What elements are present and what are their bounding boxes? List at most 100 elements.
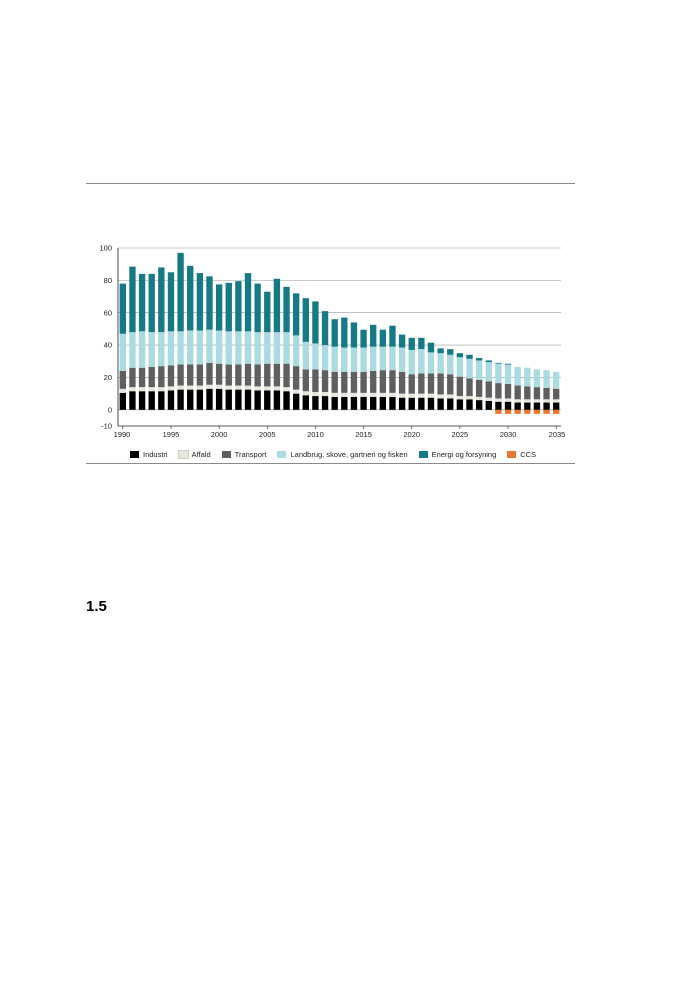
bar-segment-energi-og-forsyning-2028: [485, 360, 492, 363]
bar-segment-industri-2035: [553, 402, 560, 410]
bar-segment-energi-og-forsyning-2008: [292, 293, 300, 336]
bar-segment-industri-2009: [302, 395, 309, 410]
bar-segment-transport-2013: [341, 371, 348, 393]
legend-swatch: [418, 451, 428, 458]
bar-segment-landbrug-skove-gartneri-og-fiskeri-2018: [389, 346, 396, 371]
bar-segment-transport-2020: [408, 374, 415, 394]
bar-segment-industri-2029: [495, 401, 502, 410]
bar-segment-affald-2001: [225, 385, 232, 390]
bar-segment-affald-2020: [408, 393, 415, 398]
bar-segment-ccs-2031: [514, 409, 521, 414]
bar-segment-energi-og-forsyning-1994: [158, 267, 165, 333]
bar-segment-transport-2034: [543, 387, 550, 400]
bar-segment-industri-2027: [475, 400, 483, 410]
bar-segment-industri-1991: [129, 391, 136, 410]
bar-segment-landbrug-skove-gartneri-og-fiskeri-2002: [235, 331, 242, 365]
bar-segment-affald-2027: [475, 396, 483, 401]
bar-segment-affald-2010: [312, 392, 319, 397]
bar-segment-landbrug-skove-gartneri-og-fiskeri-2029: [495, 363, 502, 384]
bar-segment-energi-og-forsyning-1993: [148, 273, 155, 333]
bar-segment-industri-2033: [533, 402, 541, 410]
bar-segment-energi-og-forsyning-1991: [129, 266, 136, 333]
bar-segment-affald-2000: [215, 384, 223, 389]
bar-segment-transport-2003: [244, 363, 252, 386]
legend-item: CCS: [507, 450, 536, 459]
bar-segment-ccs-2035: [553, 409, 560, 414]
bar-segment-transport-2004: [254, 364, 261, 387]
bar-segment-affald-2031: [514, 399, 521, 403]
bar-segment-energi-og-forsyning-2007: [283, 286, 290, 333]
legend-item: Landbrug, skove, gartneri og fiskeri: [277, 450, 408, 459]
bar-segment-landbrug-skove-gartneri-og-fiskeri-1993: [148, 332, 155, 367]
grid-lines: [118, 247, 561, 411]
bar-segment-transport-1992: [138, 367, 146, 388]
bar-segment-affald-2035: [553, 399, 560, 403]
bar-segment-affald-2017: [379, 392, 387, 397]
bar-segment-landbrug-skove-gartneri-og-fiskeri-1991: [129, 332, 136, 368]
bar-segment-energi-og-forsyning-2003: [244, 273, 252, 332]
y-tick-label: 40: [104, 341, 112, 350]
bar-segment-transport-1996: [177, 364, 184, 386]
bar-segment-affald-2028: [485, 397, 492, 401]
x-tick-label: 2000: [211, 430, 228, 439]
bar-segment-energi-og-forsyning-2024: [447, 349, 454, 355]
bar-segment-affald-2002: [235, 385, 242, 390]
bar-segment-industri-2006: [273, 390, 281, 410]
bar-segment-landbrug-skove-gartneri-og-fiskeri-2026: [466, 358, 473, 379]
bar-segment-landbrug-skove-gartneri-og-fiskeri-2024: [447, 354, 454, 375]
bar-segment-industri-2028: [485, 400, 492, 410]
bar-segment-industri-2017: [379, 396, 387, 410]
legend: Industri Affald Transport Landbrug, skove, …: [130, 450, 547, 459]
bar-segment-landbrug-skove-gartneri-og-fiskeri-2014: [350, 347, 358, 372]
section-number: 1.5: [86, 598, 107, 615]
bar-segment-affald-1998: [196, 385, 204, 390]
legend-label: CCS: [520, 450, 537, 459]
bar-segment-landbrug-skove-gartneri-og-fiskeri-2007: [283, 332, 290, 364]
bar-segment-transport-2021: [418, 373, 425, 394]
bar-segment-energi-og-forsyning-2021: [418, 337, 425, 350]
bar-segment-landbrug-skove-gartneri-og-fiskeri-2010: [312, 343, 319, 370]
x-tick-label: 2005: [259, 430, 276, 439]
bar-segment-energi-og-forsyning-2014: [350, 322, 358, 348]
bar-segment-landbrug-skove-gartneri-og-fiskeri-1994: [158, 332, 165, 367]
bar-segment-transport-1997: [187, 364, 194, 386]
bar-segment-transport-2035: [553, 388, 560, 400]
legend-swatch: [130, 451, 139, 458]
bar-segment-energi-og-forsyning-2000: [215, 284, 223, 331]
bottom-rule: [86, 463, 575, 464]
bar-segment-landbrug-skove-gartneri-og-fiskeri-2035: [553, 371, 560, 389]
bar-segment-transport-1999: [206, 362, 213, 385]
bar-segment-ccs-2030: [504, 409, 512, 414]
bar-segment-industri-2018: [389, 396, 396, 410]
bar-segment-transport-2018: [389, 370, 396, 393]
bar-segment-transport-2007: [283, 363, 290, 388]
bar-segment-landbrug-skove-gartneri-og-fiskeri-2016: [370, 346, 377, 371]
bar-segment-industri-2016: [370, 396, 377, 410]
bar-segment-transport-2032: [524, 386, 531, 400]
legend-label: Landbrug, skove, gartneri og fiskeri: [290, 450, 408, 459]
bar-segment-affald-2018: [389, 392, 396, 397]
bar-segment-affald-2013: [341, 392, 348, 397]
x-tick-label: 2015: [355, 430, 372, 439]
legend-item: Industri: [130, 450, 168, 459]
y-tick-label: 20: [104, 373, 112, 382]
bar-segment-landbrug-skove-gartneri-og-fiskeri-2028: [485, 362, 492, 382]
bar-segment-industri-1990: [119, 392, 126, 410]
bar-segment-energi-og-forsyning-1997: [187, 265, 194, 331]
bar-segment-landbrug-skove-gartneri-og-fiskeri-2003: [244, 331, 252, 364]
bar-segment-landbrug-skove-gartneri-og-fiskeri-2025: [456, 357, 464, 377]
bar-segment-affald-2019: [398, 393, 406, 398]
bar-segment-transport-2001: [225, 364, 232, 386]
bar-segment-transport-2028: [485, 381, 492, 398]
bar-segment-energi-og-forsyning-2020: [408, 337, 415, 350]
bar-segment-industri-2023: [437, 398, 444, 410]
bar-segment-transport-2031: [514, 385, 521, 400]
bar-segment-landbrug-skove-gartneri-og-fiskeri-2008: [292, 335, 300, 367]
bar-segment-energi-og-forsyning-1992: [138, 273, 146, 332]
bar-segment-affald-2004: [254, 386, 261, 391]
bar-segment-landbrug-skove-gartneri-og-fiskeri-2011: [321, 345, 329, 371]
bar-segment-landbrug-skove-gartneri-og-fiskeri-1997: [187, 330, 194, 365]
bar-segment-ccs-2032: [524, 409, 531, 414]
bar-segment-industri-2014: [350, 396, 358, 410]
